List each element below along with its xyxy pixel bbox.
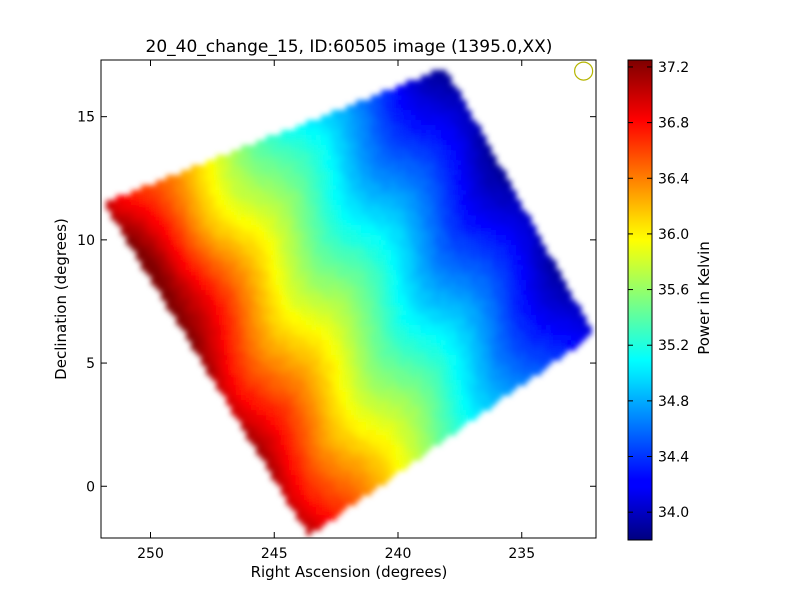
y-tick-label: 5 [86, 356, 95, 372]
y-axis-label: Declination (degrees) [52, 218, 70, 380]
colorbar-tick-label: 37.2 [658, 60, 689, 76]
y-tick-label: 10 [77, 233, 95, 249]
colorbar-gradient [628, 60, 652, 540]
colorbar-tick-label: 34.0 [658, 505, 689, 521]
colorbar: 34.0 34.4 34.8 35.2 35.6 36.0 36.4 36.8 37.2 Pow… [628, 60, 713, 540]
colorbar-tick-label: 35.2 [658, 338, 689, 354]
plot-area [101, 60, 596, 538]
colorbar-tick-label: 35.6 [658, 283, 689, 299]
colorbar-tick-label: 34.4 [658, 450, 689, 466]
colorbar-tick-label: 36.8 [658, 116, 689, 132]
x-axis-label: Right Ascension (degrees) [251, 563, 448, 581]
y-tick-label: 15 [77, 110, 95, 126]
heatmap-image [106, 70, 592, 536]
y-tick-label: 0 [86, 479, 95, 495]
colorbar-tick-label: 36.0 [658, 227, 689, 243]
beam-circle-marker [575, 62, 593, 80]
colorbar-tick-label: 36.4 [658, 171, 689, 187]
colorbar-tick-label: 34.8 [658, 394, 689, 410]
x-tick-label: 235 [508, 546, 535, 562]
x-tick-label: 245 [261, 546, 288, 562]
x-tick-label: 240 [385, 546, 412, 562]
x-tick-label: 250 [137, 546, 164, 562]
chart-title: 20_40_change_15, ID:60505 image (1395.0,… [146, 37, 553, 57]
colorbar-label: Power in Kelvin [695, 241, 713, 355]
